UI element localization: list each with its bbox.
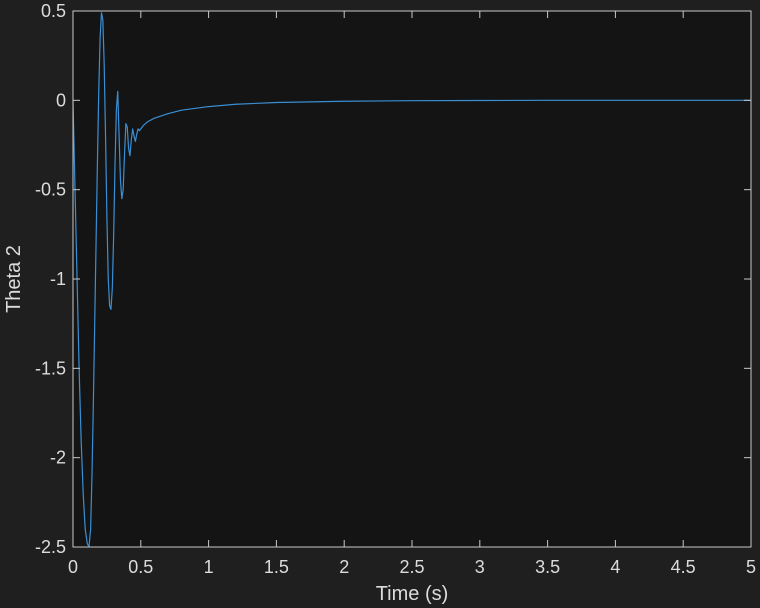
y-tick-label: -2: [50, 448, 66, 468]
x-tick-label: 1: [204, 557, 214, 577]
y-tick-label: -2.5: [35, 537, 66, 557]
x-tick-label: 0: [68, 557, 78, 577]
x-tick-label: 5: [746, 557, 756, 577]
series-line: [72, 12, 751, 548]
x-tick-label: 4: [610, 557, 620, 577]
x-tick-label: 2.5: [399, 557, 424, 577]
x-tick-label: 0.5: [128, 557, 153, 577]
y-tick-label: 0: [56, 90, 66, 110]
y-tick-label: -1.5: [35, 358, 66, 378]
x-tick-label: 4.5: [671, 557, 696, 577]
series-layer: [72, 12, 751, 548]
y-tick-label: 0.5: [41, 1, 66, 21]
x-tick-label: 3: [475, 557, 485, 577]
tick-layer: 0 0.5 1 1.5 2 2.5 3 3.5 4 4.5 5 -2.5 -2 -1.5 -1 -0.5 0 0.…: [35, 1, 756, 577]
y-tick-label: -0.5: [35, 180, 66, 200]
y-tick-label: -1: [50, 269, 66, 289]
x-tick-label: 2: [339, 557, 349, 577]
x-axis-label: Time (s): [376, 583, 449, 605]
plot-area: [73, 11, 751, 547]
y-axis-label: Theta 2: [3, 245, 25, 313]
x-tick-label: 3.5: [535, 557, 560, 577]
x-tick-label: 1.5: [264, 557, 289, 577]
